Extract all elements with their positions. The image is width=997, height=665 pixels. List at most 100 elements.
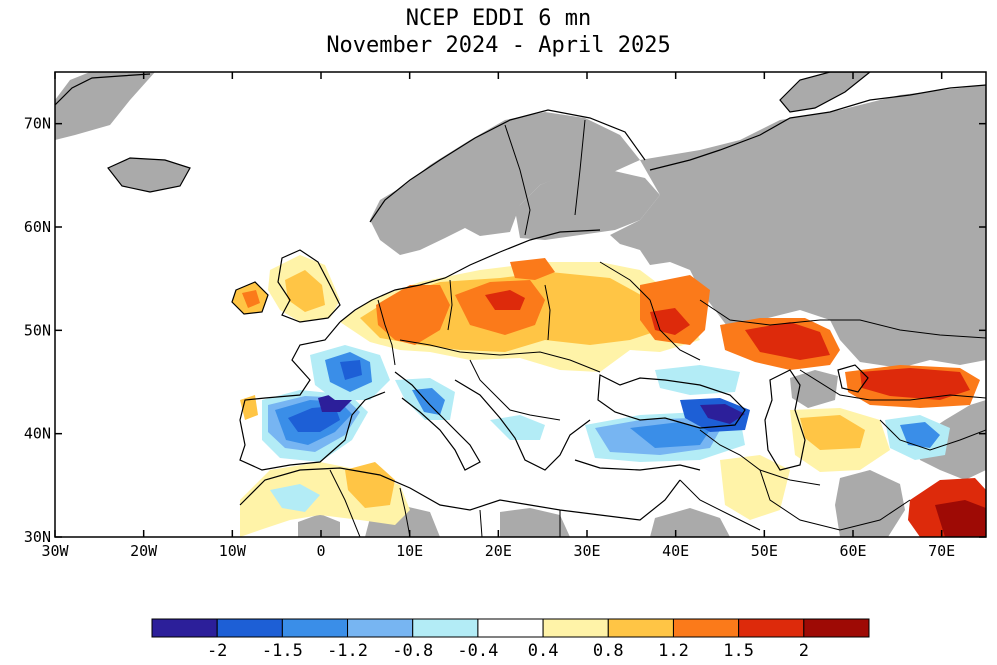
nodata-greenland (55, 72, 155, 140)
nodata-yamal (915, 90, 986, 160)
lat-tick-label: 70N (24, 115, 51, 133)
nodata-central-asia (790, 370, 838, 408)
colorbar-label: 0.8 (593, 641, 624, 661)
coastline-novaya-zemlya (779, 72, 871, 113)
nodata-afghanistan (915, 400, 986, 480)
lon-tick-label: 20E (485, 542, 512, 560)
lon-tick-label: 40E (662, 542, 689, 560)
anomaly-turkey-blue (630, 422, 710, 448)
coastline-ireland (231, 281, 269, 315)
anomaly-ireland-core (242, 290, 260, 308)
colorbar-swatch (412, 618, 479, 638)
border-north-africa (329, 469, 561, 537)
coastline-europe-west (339, 229, 601, 323)
nodata-novaya-zemlya (780, 72, 870, 112)
lon-tick-label: 60E (839, 542, 866, 560)
border-central (399, 339, 601, 373)
colorbar-swatch (281, 618, 349, 638)
anomaly-caucasus-deep (700, 404, 745, 424)
nodata-finland-karelia (515, 170, 660, 240)
coastline-britain (277, 249, 341, 323)
coastline-black-sea (597, 374, 746, 429)
colorbar-swatch (803, 618, 870, 638)
anomaly-britain-core (285, 270, 325, 312)
coastline-balkans-greece (454, 379, 591, 471)
anomaly-germany-darkorange (376, 285, 450, 345)
border-germany-poland (447, 279, 453, 331)
border-balkans (469, 359, 561, 421)
border-scandinavia (504, 119, 586, 236)
border-afghanistan (879, 419, 986, 451)
border-turkey-east (699, 429, 821, 486)
coastline-north-africa (239, 467, 681, 521)
border-france-germany (377, 299, 396, 366)
lon-tick-label: 10W (219, 542, 247, 560)
anomaly-france-deep (340, 360, 362, 380)
colorbar-label: -0.4 (457, 641, 498, 661)
anomaly-kazakhstan-red (860, 368, 970, 400)
border-kazakhstan-south (799, 369, 986, 401)
lon-tick-label: 30E (573, 542, 600, 560)
anomaly-pakistan-darkred (935, 500, 986, 537)
colorbar: -2 -1.5 -1.2 -0.8 -0.4 0.4 0.8 1.2 1.5 2 (151, 618, 870, 661)
anomaly-caspian-east-blue (900, 422, 940, 448)
colorbar-label: 1.2 (658, 641, 689, 661)
anomaly-middle-east-yellow (720, 455, 790, 520)
lon-tick-label: 10E (396, 542, 423, 560)
colorbar-label: -1.5 (262, 641, 303, 661)
lon-tick-label: 70E (928, 542, 955, 560)
latitude-axis: 70N 60N 50N 40N 30N (24, 115, 986, 546)
border-ukraine-russia (599, 261, 701, 361)
colorbar-swatch (607, 618, 674, 638)
country-borders (329, 119, 986, 537)
map-title: NCEP EDDI 6 mn (405, 6, 592, 31)
border-arabia (679, 479, 761, 531)
colorbar-label: 2 (799, 641, 809, 661)
anomaly-iberia-deep (288, 406, 340, 432)
anomaly-poland-red (485, 290, 525, 310)
nodata-iran-east (835, 470, 905, 537)
colorbar-swatch (347, 618, 414, 638)
lat-tick-label: 60N (24, 218, 51, 236)
colorbar-label: -0.8 (392, 641, 433, 661)
map-plot-area (55, 72, 986, 537)
coastlines (55, 72, 986, 521)
colorbar-label: -1.2 (327, 641, 368, 661)
colorbar-label: 0.4 (528, 641, 559, 661)
coastline-aral-sea (837, 364, 869, 393)
coastline-iceland (107, 157, 191, 193)
colorbar-swatch (738, 618, 805, 638)
anomaly-balkans-light (490, 415, 545, 440)
colorbar-swatch (151, 618, 218, 638)
map-subtitle: November 2024 - April 2025 (326, 33, 671, 58)
negative-anomalies (262, 345, 950, 512)
colorbar-swatch (216, 618, 283, 638)
map-frame (54, 71, 987, 538)
lat-tick-label: 40N (24, 425, 51, 443)
border-russia-kazakhstan (699, 299, 986, 339)
lat-tick-label: 30N (24, 528, 51, 546)
nodata-egypt (500, 508, 570, 537)
coastline-scandinavia (369, 109, 646, 223)
anomaly-north-africa-orange (345, 462, 395, 508)
anomaly-iran-orange (800, 415, 865, 450)
anomaly-volga-red (745, 322, 830, 360)
colorbar-swatch (477, 618, 544, 638)
lon-tick-label: 50E (751, 542, 778, 560)
colorbar-label: 1.5 (723, 641, 754, 661)
anomaly-blacksea-light (655, 365, 740, 395)
lon-tick-label: 30W (41, 542, 69, 560)
anomaly-baltic-orange (510, 258, 555, 280)
colorbar-swatch (672, 618, 740, 638)
coastline-italy (394, 371, 481, 471)
anomaly-ukraine-red (650, 308, 690, 335)
border-poland-ukraine (544, 284, 551, 341)
coastline-greenland (55, 73, 151, 106)
lon-tick-label: 0 (316, 542, 325, 560)
coastline-turkey-south (574, 459, 701, 471)
nodata-arabia (650, 508, 730, 537)
coastline-russia-arctic (649, 84, 986, 171)
longitude-axis: 30W 20W 10W 0 10E 20E 30E 40E 50E 60E 70E (41, 72, 955, 560)
border-iran (759, 469, 911, 531)
